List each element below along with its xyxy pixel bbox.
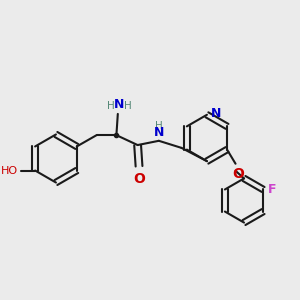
Text: F: F: [267, 183, 276, 196]
Text: HO: HO: [1, 166, 18, 176]
Text: H: H: [155, 121, 163, 131]
Text: N: N: [211, 107, 222, 120]
Text: N: N: [154, 126, 164, 140]
Text: O: O: [232, 167, 244, 181]
Text: N: N: [114, 98, 124, 110]
Text: H: H: [107, 100, 115, 110]
Text: O: O: [133, 172, 145, 186]
Text: H: H: [124, 100, 132, 110]
